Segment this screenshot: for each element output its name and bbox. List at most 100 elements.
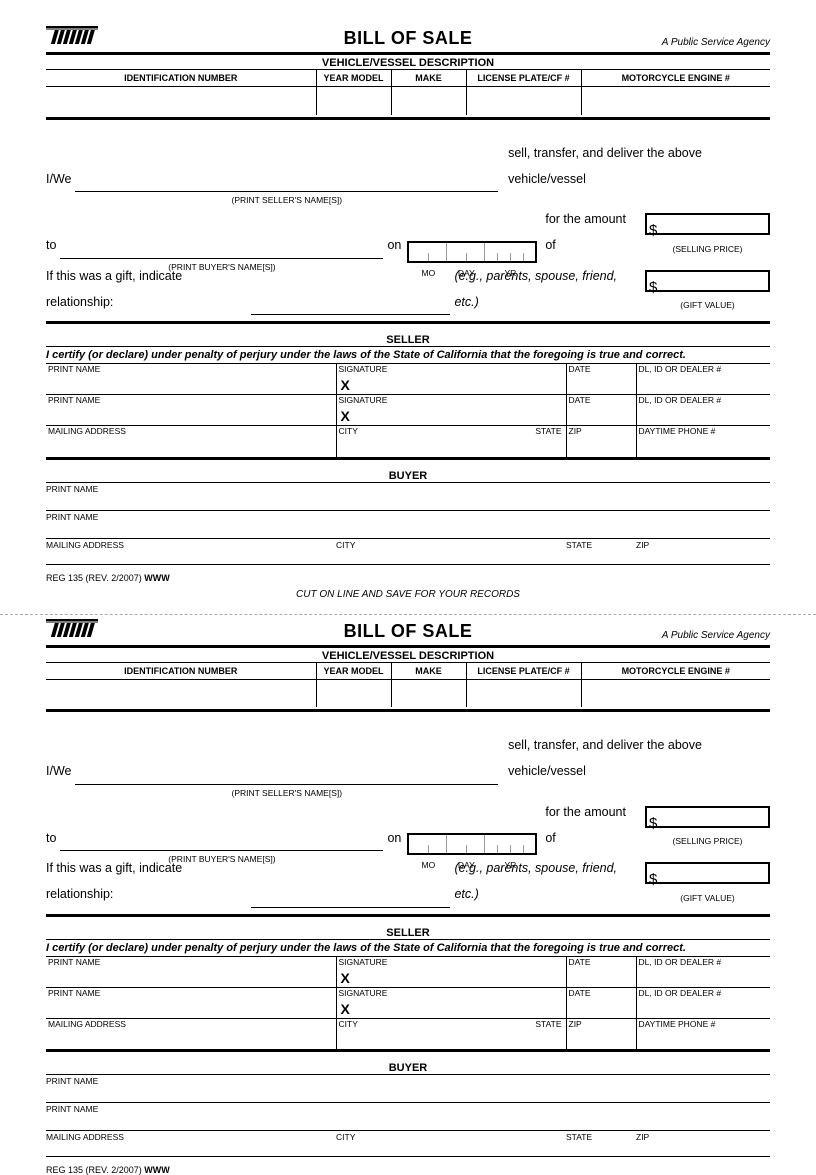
seller-phone-2[interactable]: DAYTIME PHONE #	[636, 1018, 770, 1049]
bill-of-sale-bottom: BILL OF SALE A Public Service Agency VEH…	[46, 621, 770, 1175]
engine-field-2[interactable]	[581, 679, 770, 707]
seller-mailing[interactable]: MAILING ADDRESS	[46, 426, 336, 457]
buyer-addr-row-2[interactable]: MAILING ADDRESS CITY STATE ZIP	[46, 1130, 770, 1146]
seller-header-2: SELLER	[46, 927, 770, 939]
mo-label: MO	[409, 265, 447, 283]
gift-relationship-line-2[interactable]	[251, 907, 451, 908]
vehicle-desc-header-2: VEHICLE/VESSEL DESCRIPTION	[46, 650, 770, 662]
dmv-logo-icon-2	[46, 619, 98, 639]
seller1-dl[interactable]: DL, ID OR DEALER #	[636, 364, 770, 395]
buyer2-printname-line-2[interactable]: PRINT NAME	[46, 1102, 770, 1130]
dmv-logo	[46, 26, 98, 49]
seller2-signature[interactable]: SIGNATUREX	[336, 395, 566, 426]
seller-zip-2[interactable]: ZIP	[566, 1018, 636, 1049]
buyer-mailing-label: MAILING ADDRESS	[46, 540, 336, 554]
seller2-dl-2[interactable]: DL, ID OR DEALER #	[636, 987, 770, 1018]
vehicle-desc-table-2: IDENTIFICATION NUMBER YEAR MODEL MAKE LI…	[46, 662, 770, 708]
seller-city-state-2[interactable]: CITYSTATE	[336, 1018, 566, 1049]
seller-name-sublabel: (PRINT SELLER'S NAME[S])	[231, 192, 342, 210]
seller2-printname-2[interactable]: PRINT NAME	[46, 987, 336, 1018]
seller1-printname-2[interactable]: PRINT NAME	[46, 956, 336, 987]
gift-dollar-sign: $	[649, 272, 657, 304]
gift-value-label: (GIFT VALUE)	[645, 297, 770, 315]
sell-transfer-text: sell, transfer, and deliver the above ve…	[508, 140, 770, 193]
footer-2: REG 135 (REV. 2/2007) WWW	[46, 1156, 770, 1175]
certify-text: I certify (or declare) under penalty of …	[46, 346, 770, 363]
seller1-signature-2[interactable]: SIGNATUREX	[336, 956, 566, 987]
dmv-logo-2	[46, 619, 98, 642]
buyer-header: BUYER	[46, 470, 770, 482]
buyer-name-sublabel: (PRINT BUYER'S NAME[S])	[168, 259, 275, 277]
date-box[interactable]: MO DAY YR	[407, 241, 537, 263]
buyer-city-label: CITY	[336, 540, 566, 554]
for-amount-text: for the amount of	[545, 206, 639, 259]
buyer-name-line[interactable]: (PRINT BUYER'S NAME[S])	[60, 258, 383, 259]
dmv-logo-icon	[46, 26, 98, 46]
buyer-top-rule	[46, 457, 770, 460]
buyer1-printname-line[interactable]: PRINT NAME	[46, 482, 770, 510]
yr-label: YR	[485, 265, 535, 283]
seller-phone[interactable]: DAYTIME PHONE #	[636, 426, 770, 457]
seller1-date[interactable]: DATE	[566, 364, 636, 395]
col-year-header: YEAR MODEL	[316, 70, 391, 87]
date-box-2[interactable]: MO DAY YR	[407, 833, 537, 855]
col-make-header: MAKE	[391, 70, 466, 87]
seller1-printname[interactable]: PRINT NAME	[46, 364, 336, 395]
seller-zip[interactable]: ZIP	[566, 426, 636, 457]
buyer1-printname-line-2[interactable]: PRINT NAME	[46, 1074, 770, 1102]
gift-value-box-2[interactable]: $	[645, 862, 770, 884]
buyer-header-2: BUYER	[46, 1062, 770, 1074]
col-engine-header: MOTORCYCLE ENGINE #	[581, 70, 770, 87]
buyer-addr-row[interactable]: MAILING ADDRESS CITY STATE ZIP	[46, 538, 770, 554]
selling-price-box-2[interactable]: $	[645, 806, 770, 828]
col-id-header: IDENTIFICATION NUMBER	[46, 70, 316, 87]
seller-city-state[interactable]: CITYSTATE	[336, 426, 566, 457]
bill-of-sale-top: BILL OF SALE A Public Service Agency VEH…	[46, 28, 770, 583]
seller1-signature[interactable]: SIGNATUREX	[336, 364, 566, 395]
buyer-name-line-2[interactable]: (PRINT BUYER'S NAME[S])	[60, 850, 383, 851]
make-field[interactable]	[391, 87, 466, 115]
year-field-2[interactable]	[316, 679, 391, 707]
header-rule	[46, 52, 770, 55]
buyer-zip-label: ZIP	[636, 540, 649, 554]
year-field[interactable]	[316, 87, 391, 115]
cut-label: CUT ON LINE AND SAVE FOR YOUR RECORDS	[46, 589, 770, 600]
seller1-date-2[interactable]: DATE	[566, 956, 636, 987]
seller-name-line-2[interactable]: (PRINT SELLER'S NAME[S])	[75, 784, 498, 785]
seller2-dl[interactable]: DL, ID OR DEALER #	[636, 395, 770, 426]
desc-end-rule	[46, 117, 770, 120]
narrative-block-2: I/We (PRINT SELLER'S NAME[S]) sell, tran…	[46, 732, 770, 908]
gift-relationship-line[interactable]	[251, 314, 451, 315]
seller1-dl-2[interactable]: DL, ID OR DEALER #	[636, 956, 770, 987]
narrative-block: I/We (PRINT SELLER'S NAME[S]) sell, tran…	[46, 140, 770, 316]
engine-field[interactable]	[581, 87, 770, 115]
license-field-2[interactable]	[466, 679, 581, 707]
make-field-2[interactable]	[391, 679, 466, 707]
to-text: to	[46, 232, 56, 258]
agency-text-2: A Public Service Agency	[662, 630, 770, 641]
seller2-printname[interactable]: PRINT NAME	[46, 395, 336, 426]
day-label: DAY	[447, 265, 485, 283]
seller2-date-2[interactable]: DATE	[566, 987, 636, 1018]
gift-value-box[interactable]: $	[645, 270, 770, 292]
seller-table: PRINT NAME SIGNATUREX DATE DL, ID OR DEA…	[46, 363, 770, 457]
vehicle-desc-header: VEHICLE/VESSEL DESCRIPTION	[46, 57, 770, 69]
license-field[interactable]	[466, 87, 581, 115]
id-field[interactable]	[46, 87, 316, 115]
seller-top-rule	[46, 321, 770, 324]
seller-mailing-2[interactable]: MAILING ADDRESS	[46, 1018, 336, 1049]
header-row-2: BILL OF SALE A Public Service Agency	[46, 621, 770, 643]
seller2-signature-2[interactable]: SIGNATUREX	[336, 987, 566, 1018]
header-rule-2	[46, 645, 770, 648]
col-license-header: LICENSE PLATE/CF #	[466, 70, 581, 87]
buyer2-printname-line[interactable]: PRINT NAME	[46, 510, 770, 538]
vehicle-desc-table: IDENTIFICATION NUMBER YEAR MODEL MAKE LI…	[46, 69, 770, 115]
seller2-date[interactable]: DATE	[566, 395, 636, 426]
certify-text-2: I certify (or declare) under penalty of …	[46, 939, 770, 956]
seller-header: SELLER	[46, 334, 770, 346]
id-field-2[interactable]	[46, 679, 316, 707]
seller-name-line[interactable]: (PRINT SELLER'S NAME[S])	[75, 191, 498, 192]
cut-line	[0, 614, 816, 615]
selling-price-label: (SELLING PRICE)	[645, 241, 770, 259]
selling-price-box[interactable]: $	[645, 213, 770, 235]
